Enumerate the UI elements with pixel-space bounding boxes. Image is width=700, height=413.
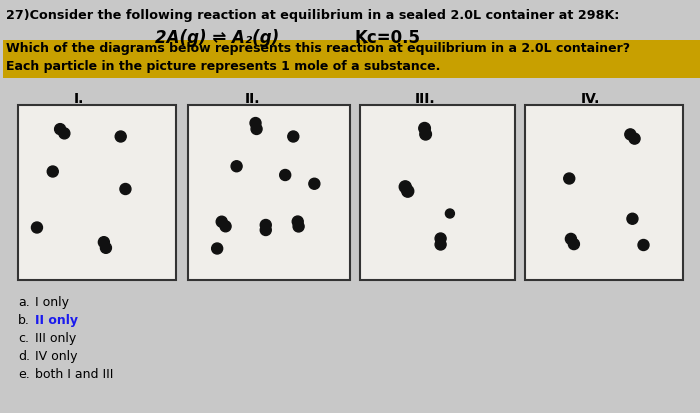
Text: e.: e. xyxy=(18,367,29,380)
Text: b.: b. xyxy=(18,313,30,326)
Circle shape xyxy=(638,240,649,251)
Circle shape xyxy=(211,243,223,254)
Circle shape xyxy=(293,221,304,233)
Circle shape xyxy=(251,124,262,135)
Circle shape xyxy=(288,132,299,142)
Bar xyxy=(525,106,683,280)
Bar xyxy=(188,106,350,280)
Circle shape xyxy=(309,179,320,190)
Bar xyxy=(3,41,700,79)
Circle shape xyxy=(568,239,580,250)
Text: IV only: IV only xyxy=(35,349,78,362)
Circle shape xyxy=(292,216,303,228)
Text: 27)Consider the following reaction at equilibrium in a sealed 2.0L container at : 27)Consider the following reaction at eq… xyxy=(6,9,620,22)
Circle shape xyxy=(399,181,412,193)
Text: 2A(g) ⇌ A₂(g): 2A(g) ⇌ A₂(g) xyxy=(155,29,279,47)
Circle shape xyxy=(100,243,111,254)
Text: II.: II. xyxy=(245,92,260,106)
Circle shape xyxy=(419,123,430,135)
Circle shape xyxy=(420,129,431,141)
Circle shape xyxy=(627,214,638,225)
Circle shape xyxy=(99,237,109,248)
Circle shape xyxy=(55,124,66,135)
Circle shape xyxy=(435,233,446,244)
Circle shape xyxy=(280,170,290,181)
Circle shape xyxy=(48,166,58,178)
Circle shape xyxy=(435,240,446,250)
Text: II only: II only xyxy=(35,313,78,326)
Circle shape xyxy=(32,223,43,233)
Text: Kᴄ=0.5: Kᴄ=0.5 xyxy=(355,29,421,47)
Circle shape xyxy=(220,221,231,232)
Circle shape xyxy=(445,209,454,218)
Text: IV.: IV. xyxy=(580,92,600,106)
Circle shape xyxy=(260,225,272,236)
Text: I only: I only xyxy=(35,295,69,308)
Circle shape xyxy=(250,118,261,129)
Text: d.: d. xyxy=(18,349,30,362)
Text: III only: III only xyxy=(35,331,76,344)
Circle shape xyxy=(116,132,126,142)
Circle shape xyxy=(120,184,131,195)
Text: I.: I. xyxy=(74,92,84,106)
Text: c.: c. xyxy=(18,331,29,344)
Circle shape xyxy=(216,217,228,228)
Circle shape xyxy=(231,161,242,172)
Text: a.: a. xyxy=(18,295,29,308)
Text: Which of the diagrams below represents this reaction at equilibrium in a 2.0L co: Which of the diagrams below represents t… xyxy=(6,42,630,55)
Circle shape xyxy=(566,234,576,245)
Circle shape xyxy=(260,220,272,231)
Circle shape xyxy=(625,130,636,140)
Circle shape xyxy=(629,134,640,145)
Text: both I and III: both I and III xyxy=(35,367,113,380)
Circle shape xyxy=(564,173,575,185)
Bar xyxy=(18,106,176,280)
Text: III.: III. xyxy=(414,92,435,106)
Text: Each particle in the picture represents 1 mole of a substance.: Each particle in the picture represents … xyxy=(6,60,440,73)
Bar xyxy=(360,106,515,280)
Circle shape xyxy=(402,186,414,198)
Circle shape xyxy=(59,128,70,140)
